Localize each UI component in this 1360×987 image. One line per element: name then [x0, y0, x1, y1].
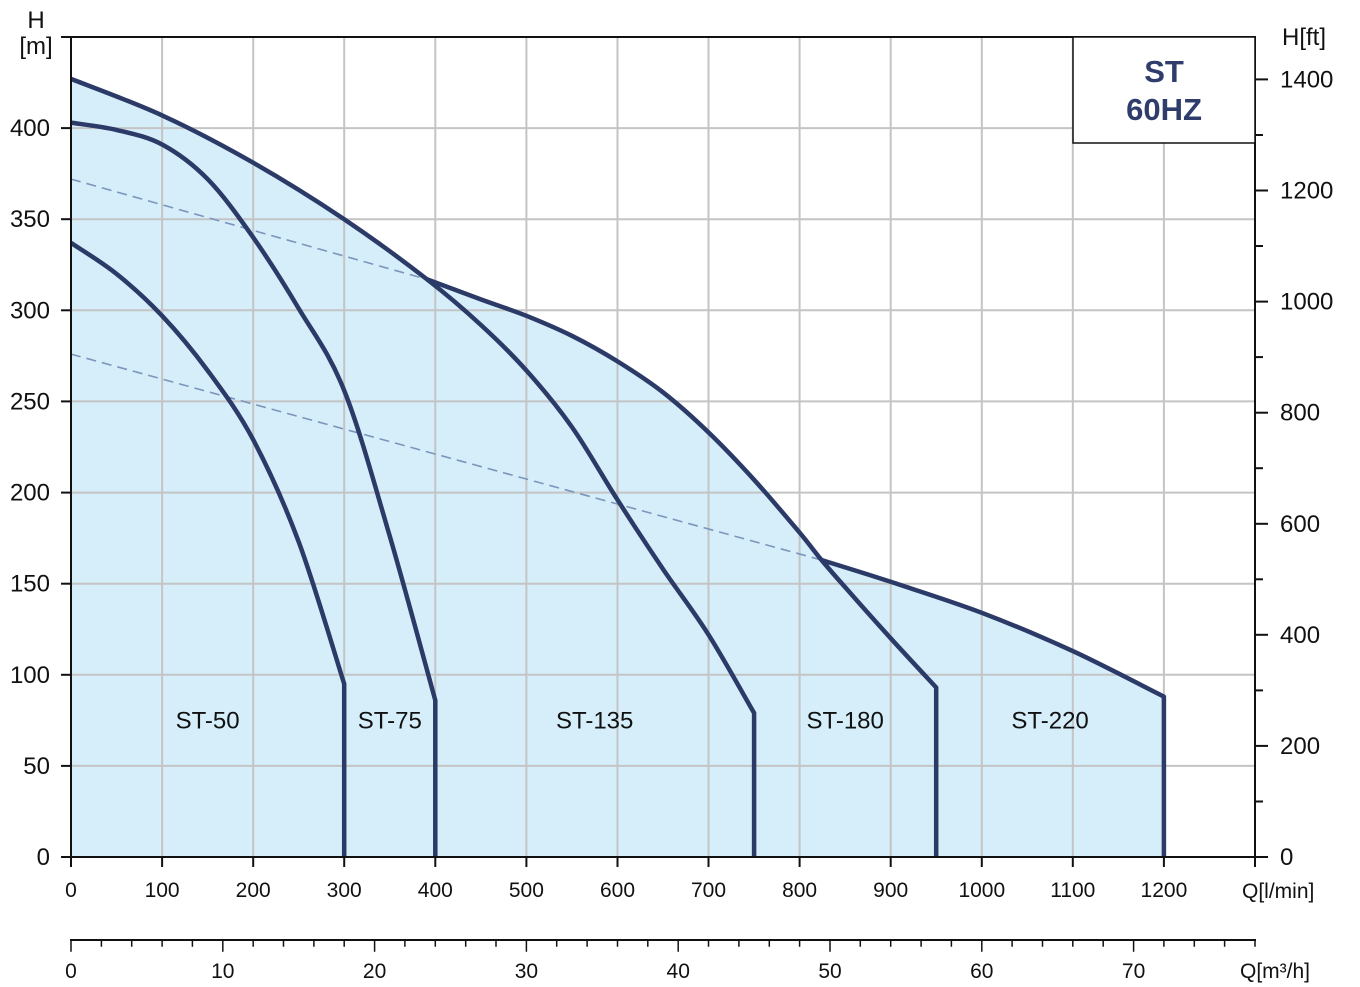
x-axis-title: Q[l/min] [1242, 880, 1314, 903]
x2-tick-label-60: 60 [970, 960, 993, 983]
x-tick-label-900: 900 [873, 879, 908, 902]
x-tick-label-1200: 1200 [1141, 879, 1188, 902]
x-tick-label-1000: 1000 [958, 879, 1005, 902]
y2-tick-label-600: 600 [1280, 511, 1320, 538]
x2-tick-label-40: 40 [667, 960, 690, 983]
x2-tick-label-30: 30 [515, 960, 538, 983]
curve-st-75 [70, 120, 438, 857]
boundary-line-2 [70, 353, 822, 561]
curve-st-50 [69, 241, 347, 857]
x-tick-label-700: 700 [691, 879, 726, 902]
x2-tick-label-70: 70 [1122, 960, 1145, 983]
y-tick-label-0: 0 [37, 844, 50, 871]
y-tick-label-50: 50 [23, 753, 50, 780]
x-tick-label-600: 600 [600, 879, 635, 902]
x2-tick-label-50: 50 [818, 960, 841, 983]
y-axis-unit: [m] [19, 33, 52, 60]
curve-layer [69, 76, 1167, 857]
x-tick-label-800: 800 [782, 879, 817, 902]
y2-tick-label-1000: 1000 [1280, 289, 1333, 316]
curve-st-135 [70, 76, 757, 857]
x-tick-label-400: 400 [418, 879, 453, 902]
y2-tick-label-400: 400 [1280, 622, 1320, 649]
series-label-st-135: ST-135 [556, 707, 633, 734]
series-label-st-220: ST-220 [1011, 707, 1088, 734]
y-tick-label-200: 200 [10, 480, 50, 507]
x2-axis-title: Q[m³/h] [1240, 960, 1310, 983]
y-tick-label-100: 100 [10, 662, 50, 689]
curve-st-220 [820, 557, 1167, 857]
y2-tick-label-800: 800 [1280, 400, 1320, 427]
y2-tick-label-0: 0 [1280, 844, 1293, 871]
y-tick-label-250: 250 [10, 388, 50, 415]
x2-tick-label-10: 10 [211, 960, 234, 983]
y-tick-label-400: 400 [10, 115, 50, 142]
badge-series-name: ST [1144, 54, 1184, 89]
x-tick-label-200: 200 [236, 879, 271, 902]
y-tick-label-300: 300 [10, 297, 50, 324]
y2-tick-label-1400: 1400 [1280, 66, 1333, 93]
badge-frequency: 60HZ [1126, 92, 1202, 127]
x-tick-label-0: 0 [65, 879, 77, 902]
x-tick-label-300: 300 [327, 879, 362, 902]
badge-box [1072, 36, 1256, 144]
x-tick-label-1100: 1100 [1050, 879, 1095, 902]
x-tick-label-100: 100 [145, 879, 180, 902]
axes-layer [61, 36, 1268, 952]
x-tick-label-500: 500 [509, 879, 544, 902]
label-layer: ST-50 ST-75 ST-135 ST-180 ST-220050100150200… [10, 66, 1333, 983]
y-axis-title: H [27, 7, 44, 34]
y2-tick-label-1200: 1200 [1280, 178, 1333, 205]
y2-axis-title: H[ft] [1282, 24, 1326, 51]
x2-tick-label-0: 0 [65, 960, 77, 983]
curve-st-180 [426, 277, 939, 857]
model-badge: ST 60HZ [1072, 36, 1256, 144]
series-label-st-75: ST-75 [358, 707, 422, 734]
y2-tick-label-200: 200 [1280, 733, 1320, 760]
y-tick-label-350: 350 [10, 206, 50, 233]
y-tick-label-150: 150 [10, 571, 50, 598]
grid-layer [71, 37, 1255, 857]
series-label-st-50: ST-50 [176, 707, 240, 734]
x2-tick-label-20: 20 [363, 960, 386, 983]
series-label-st-180: ST-180 [807, 707, 884, 734]
